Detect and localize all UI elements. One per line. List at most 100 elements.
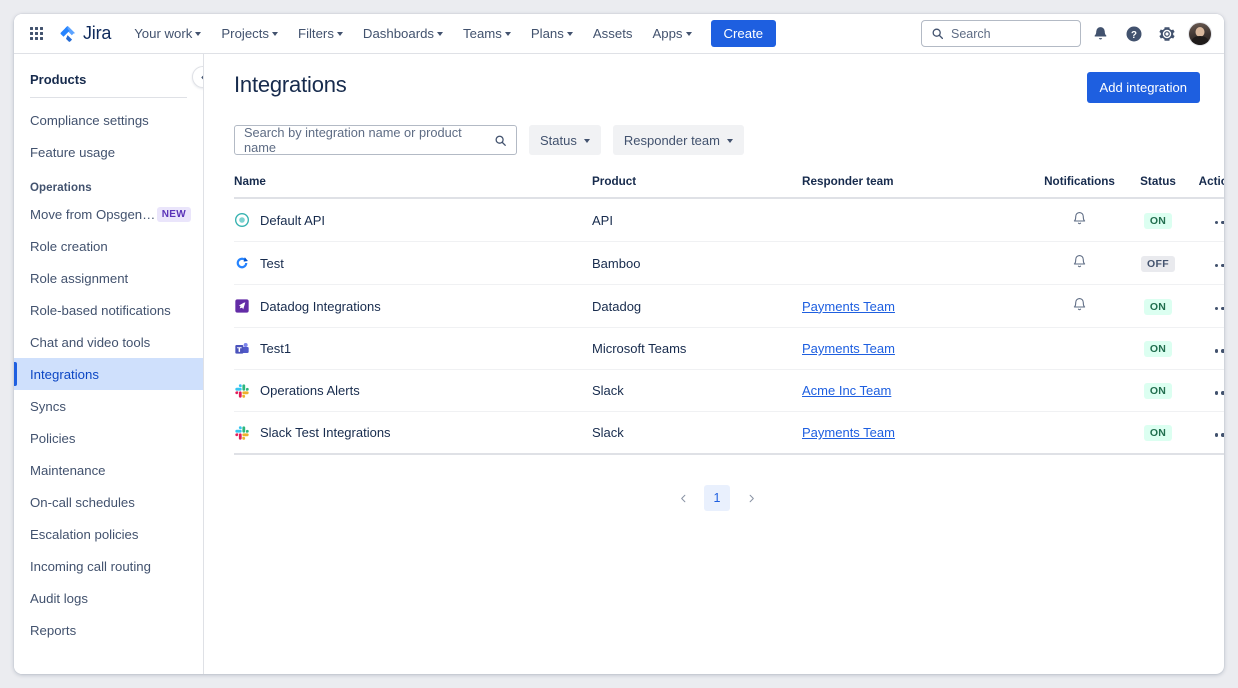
notification-bell-icon[interactable]: [1072, 254, 1087, 269]
table-row[interactable]: Operations Alerts Slack Acme Inc Team ON: [234, 369, 1224, 412]
add-integration-button[interactable]: Add integration: [1086, 72, 1200, 103]
table-row[interactable]: Datadog Integrations Datadog Payments Te…: [234, 284, 1224, 328]
sidebar-item-role-based-notifications[interactable]: Role-based notifications: [14, 294, 203, 326]
sidebar-divider: [30, 97, 187, 98]
integration-name: Datadog Integrations: [260, 298, 381, 314]
sidebar-item-label: Integrations: [30, 366, 99, 382]
integration-name: Test: [260, 255, 284, 271]
integration-name: Test1: [260, 341, 292, 356]
table-row[interactable]: Test Bamboo: [234, 241, 1224, 285]
sidebar-item-label: Syncs: [30, 398, 66, 414]
settings-button[interactable]: [1153, 20, 1180, 47]
sidebar-item-label: On-call schedules: [30, 494, 135, 510]
nav-item-filters[interactable]: Filters: [289, 20, 352, 47]
app-window: Jira Your work Projects Filters Dashboar…: [14, 14, 1224, 674]
sidebar-item-audit-logs[interactable]: Audit logs: [14, 582, 203, 614]
chevron-down-icon: [726, 138, 733, 143]
api-icon: [234, 212, 250, 228]
nav-item-projects[interactable]: Projects: [212, 20, 287, 47]
sidebar-item-policies[interactable]: Policies: [14, 422, 203, 454]
row-actions-button[interactable]: [1211, 345, 1224, 357]
slack-icon: [234, 425, 250, 441]
sidebar-item-on-call-schedules[interactable]: On-call schedules: [14, 486, 203, 518]
column-header-notifications: Notifications: [1030, 175, 1129, 199]
notification-bell-icon[interactable]: [1072, 297, 1087, 312]
jira-home-link[interactable]: Jira: [52, 23, 123, 44]
notifications-button[interactable]: [1087, 20, 1114, 47]
create-button[interactable]: Create: [710, 20, 777, 47]
integration-name-cell: Test1: [234, 341, 592, 357]
app-body: Products Compliance settings Feature usa…: [14, 54, 1224, 674]
top-navigation-bar: Jira Your work Projects Filters Dashboar…: [14, 14, 1224, 54]
notification-bell-icon[interactable]: [1072, 211, 1087, 226]
sidebar-item-integrations[interactable]: Integrations: [14, 358, 203, 390]
bamboo-icon: [234, 255, 250, 271]
responder-team-link[interactable]: Payments Team: [802, 425, 895, 440]
grid-apps-icon: [29, 27, 43, 40]
row-actions-button[interactable]: [1211, 429, 1224, 441]
integration-search-input[interactable]: Search by integration name or product na…: [234, 125, 517, 155]
sidebar-item-label: Incoming call routing: [30, 558, 151, 574]
nav-label: Projects: [221, 26, 270, 41]
nav-label: Plans: [530, 26, 564, 41]
sidebar-item-maintenance[interactable]: Maintenance: [14, 454, 203, 486]
sidebar-item-escalation-policies[interactable]: Escalation policies: [14, 518, 203, 550]
sidebar-item-role-assignment[interactable]: Role assignment: [14, 262, 203, 294]
status-badge: OFF: [1141, 255, 1175, 272]
nav-item-teams[interactable]: Teams: [454, 20, 520, 47]
integration-product: Bamboo: [592, 241, 802, 285]
nav-item-plans[interactable]: Plans: [522, 20, 582, 47]
integration-name-cell: Default API: [234, 212, 592, 228]
integration-product: Slack: [592, 411, 802, 455]
nav-item-your-work[interactable]: Your work: [125, 20, 210, 47]
pagination-previous-button[interactable]: [670, 485, 696, 511]
jira-logo-icon: [60, 25, 76, 42]
row-actions-button[interactable]: [1211, 217, 1224, 229]
integration-name-cell: Slack Test Integrations: [234, 425, 592, 441]
responder-team-link[interactable]: Payments Team: [802, 298, 895, 314]
sidebar-item-reports[interactable]: Reports: [14, 614, 203, 646]
integration-product: API: [592, 198, 802, 242]
table-row[interactable]: Default API API: [234, 198, 1224, 242]
integration-name-cell: Operations Alerts: [234, 383, 592, 399]
main-content: Integrations Add integration Search by i…: [204, 54, 1224, 674]
pagination-page-1[interactable]: 1: [704, 485, 730, 511]
nav-label: Assets: [592, 26, 633, 41]
table-row[interactable]: Test1 Microsoft Teams Payments Team ON: [234, 327, 1224, 370]
nav-item-apps[interactable]: Apps: [643, 20, 700, 47]
sidebar-item-compliance-settings[interactable]: Compliance settings: [14, 104, 203, 136]
responder-team-link[interactable]: Payments Team: [802, 341, 895, 356]
sidebar-item-role-creation[interactable]: Role creation: [14, 230, 203, 262]
svg-text:?: ?: [1131, 29, 1137, 40]
global-search-input[interactable]: Search: [921, 20, 1081, 47]
row-actions-button[interactable]: [1211, 387, 1224, 399]
responder-team-filter-button[interactable]: Responder team: [612, 125, 744, 155]
nav-label: Apps: [652, 26, 683, 41]
sidebar-item-incoming-call-routing[interactable]: Incoming call routing: [14, 550, 203, 582]
user-avatar[interactable]: [1188, 21, 1212, 46]
row-actions-button[interactable]: [1211, 303, 1224, 315]
responder-team-filter-label: Responder team: [623, 132, 720, 148]
responder-team-link[interactable]: Acme Inc Team: [802, 383, 892, 398]
sidebar-item-label: Feature usage: [30, 144, 116, 160]
nav-item-assets[interactable]: Assets: [584, 20, 642, 47]
pagination-next-button[interactable]: [738, 485, 764, 511]
table-row[interactable]: Slack Test Integrations Slack Payments T…: [234, 411, 1224, 455]
nav-item-dashboards[interactable]: Dashboards: [354, 20, 452, 47]
sidebar-navigation: Products Compliance settings Feature usa…: [14, 54, 204, 674]
sidebar-item-chat-and-video-tools[interactable]: Chat and video tools: [14, 326, 203, 358]
microsoft-teams-icon: [234, 341, 250, 357]
row-actions-button[interactable]: [1211, 260, 1224, 272]
sidebar-item-move-from-opsgenie[interactable]: Move from Opsgenie t... NEW: [14, 198, 203, 230]
status-filter-button[interactable]: Status: [529, 125, 601, 155]
chevron-down-icon: [336, 32, 343, 36]
app-switcher-button[interactable]: [22, 20, 50, 48]
chevron-down-icon: [583, 138, 590, 143]
help-button[interactable]: ?: [1120, 20, 1147, 47]
sidebar-item-syncs[interactable]: Syncs: [14, 390, 203, 422]
chevron-left-icon: [680, 494, 685, 502]
integration-name: Slack Test Integrations: [260, 425, 391, 440]
sidebar-item-label: Role-based notifications: [30, 302, 171, 318]
sidebar-item-feature-usage[interactable]: Feature usage: [14, 136, 203, 168]
sidebar-item-label: Chat and video tools: [30, 334, 151, 350]
